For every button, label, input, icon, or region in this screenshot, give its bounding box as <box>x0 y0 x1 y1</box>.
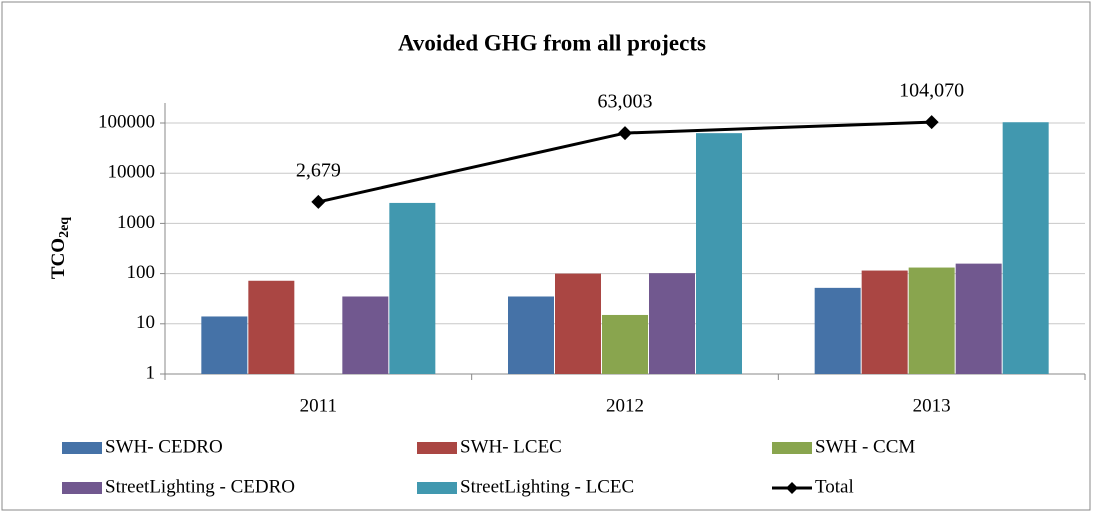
bar <box>201 316 248 374</box>
legend-label: SWH- CEDRO <box>105 436 223 457</box>
legend-swatch <box>772 442 812 454</box>
y-tick-label: 1000 <box>117 212 155 233</box>
y-tick-label: 10000 <box>108 162 156 183</box>
bar <box>955 263 1002 374</box>
legend-label: SWH- LCEC <box>460 436 562 457</box>
legend-label: StreetLighting - LCEC <box>460 476 634 497</box>
legend-marker <box>786 482 798 494</box>
legend-swatch <box>62 482 102 494</box>
y-axis-label: TCO2eq <box>48 217 72 279</box>
bar <box>696 133 742 374</box>
legend-swatch <box>417 442 457 454</box>
legend-label: Total <box>815 476 854 497</box>
y-label-main: TCO <box>48 238 69 279</box>
bar <box>389 202 436 374</box>
y-label-sub: 2eq <box>57 217 72 238</box>
chart-title: Avoided GHG from all projects <box>398 30 706 55</box>
x-tick-label: 2011 <box>300 395 337 416</box>
bar <box>248 280 295 374</box>
data-label: 2,679 <box>296 160 341 182</box>
y-tick-label: 10 <box>136 312 155 333</box>
x-tick-label: 2012 <box>606 395 644 416</box>
bar <box>861 270 908 374</box>
total-marker <box>311 194 326 209</box>
bar <box>508 296 554 374</box>
data-label: 104,070 <box>899 80 964 102</box>
bar <box>814 287 861 374</box>
bar <box>342 296 389 374</box>
total-marker <box>924 115 939 130</box>
bar <box>1002 122 1049 375</box>
legend-swatch <box>62 442 102 454</box>
bar <box>908 267 955 374</box>
legend-swatch <box>417 482 457 494</box>
data-label: 63,003 <box>598 91 653 113</box>
bar <box>555 273 601 374</box>
bar <box>602 314 648 374</box>
x-tick-label: 2013 <box>913 395 951 416</box>
total-marker <box>618 126 632 141</box>
legend-label: SWH - CCM <box>815 436 915 457</box>
bar <box>649 273 695 374</box>
legend-label: StreetLighting - CEDRO <box>105 476 295 497</box>
y-tick-label: 100000 <box>98 111 155 132</box>
y-tick-label: 1 <box>146 362 156 383</box>
y-tick-label: 100 <box>127 262 156 283</box>
